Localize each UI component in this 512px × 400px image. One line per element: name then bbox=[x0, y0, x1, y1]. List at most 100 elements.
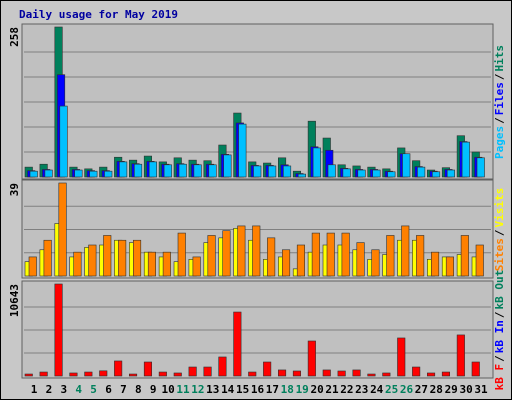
x-tick-label: 14 bbox=[221, 383, 235, 396]
legend-separator: / bbox=[493, 73, 506, 80]
y-tick-label: 10643 bbox=[8, 284, 21, 317]
bar bbox=[177, 232, 186, 277]
bar bbox=[281, 249, 291, 277]
bar bbox=[401, 225, 410, 277]
bar bbox=[233, 311, 242, 377]
x-tick-label: 3 bbox=[60, 383, 67, 396]
x-tick-label: 22 bbox=[340, 383, 353, 396]
legend-entry: Hits bbox=[493, 45, 506, 72]
bar bbox=[143, 361, 152, 377]
bar bbox=[430, 251, 440, 277]
x-tick-label: 9 bbox=[150, 383, 157, 396]
bar bbox=[416, 235, 425, 277]
x-tick-label: 28 bbox=[430, 383, 443, 396]
bar bbox=[73, 251, 82, 277]
bar bbox=[341, 232, 350, 277]
bar bbox=[342, 168, 351, 178]
x-tick-label: 12 bbox=[191, 383, 204, 396]
x-tick-label: 7 bbox=[120, 383, 127, 396]
x-tick-label: 30 bbox=[459, 383, 472, 396]
bar bbox=[104, 170, 113, 178]
bar bbox=[119, 161, 128, 178]
bar bbox=[327, 164, 336, 178]
bar bbox=[29, 170, 38, 178]
x-tick-label: 15 bbox=[236, 383, 249, 396]
bar bbox=[162, 251, 171, 277]
bar bbox=[188, 366, 197, 377]
bar bbox=[58, 182, 67, 277]
legend-separator: / bbox=[493, 229, 506, 236]
x-tick-label: 11 bbox=[176, 383, 190, 396]
bar bbox=[203, 366, 212, 377]
bar bbox=[238, 123, 247, 178]
bar bbox=[74, 169, 83, 178]
bar bbox=[356, 242, 365, 277]
legend-entry: Files bbox=[493, 82, 506, 115]
bar bbox=[253, 165, 262, 178]
bar bbox=[207, 235, 216, 277]
bar bbox=[263, 361, 272, 377]
bar bbox=[337, 370, 346, 377]
bar bbox=[99, 370, 108, 377]
x-tick-label: 8 bbox=[135, 383, 142, 396]
legend-entry: kB In bbox=[493, 320, 506, 353]
x-tick-label: 5 bbox=[90, 383, 97, 396]
bar bbox=[28, 256, 37, 277]
bar bbox=[89, 170, 98, 178]
bar bbox=[460, 235, 469, 277]
bar bbox=[352, 369, 361, 377]
x-tick-label: 20 bbox=[310, 383, 323, 396]
bar bbox=[357, 169, 366, 178]
x-tick-label: 10 bbox=[161, 383, 174, 396]
x-tick-label: 29 bbox=[445, 383, 458, 396]
legend-separator: / bbox=[493, 311, 506, 318]
x-tick-label: 18 bbox=[281, 383, 294, 396]
legend-entry: Visits bbox=[493, 188, 506, 228]
x-tick-label: 6 bbox=[105, 383, 112, 396]
bar bbox=[397, 337, 406, 377]
x-tick-label: 1 bbox=[31, 383, 38, 396]
bar bbox=[282, 165, 292, 178]
bar bbox=[445, 256, 455, 277]
bar bbox=[222, 230, 231, 277]
bar bbox=[118, 239, 127, 277]
bar bbox=[223, 154, 232, 178]
bar bbox=[88, 244, 97, 277]
bar bbox=[134, 163, 143, 178]
y-tick-label: 39 bbox=[8, 183, 21, 196]
bar bbox=[163, 164, 172, 178]
legend: Pages/Files/Hits bbox=[493, 45, 506, 159]
legend-entry: kB F bbox=[493, 364, 506, 391]
bar bbox=[382, 372, 391, 377]
bar bbox=[307, 340, 316, 377]
x-tick-label: 23 bbox=[355, 383, 368, 396]
bar bbox=[54, 283, 63, 377]
bar bbox=[158, 371, 167, 377]
bar bbox=[44, 169, 53, 178]
bar bbox=[248, 371, 257, 377]
bar bbox=[178, 163, 187, 178]
legend-separator: / bbox=[493, 117, 506, 124]
x-tick-label: 31 bbox=[474, 383, 488, 396]
bar bbox=[326, 232, 335, 277]
bar bbox=[387, 171, 396, 178]
bar bbox=[297, 173, 307, 178]
bar bbox=[43, 239, 52, 277]
bar bbox=[69, 372, 78, 377]
bar bbox=[476, 157, 485, 178]
bar bbox=[322, 369, 331, 377]
x-tick-label: 27 bbox=[415, 383, 428, 396]
x-tick-label: 17 bbox=[266, 383, 279, 396]
chart-title: Daily usage for May 2019 bbox=[19, 8, 178, 21]
bar bbox=[446, 169, 456, 178]
x-tick-label: 24 bbox=[370, 383, 384, 396]
legend-separator: / bbox=[493, 355, 506, 362]
x-tick-label: 25 bbox=[385, 383, 398, 396]
bar bbox=[312, 147, 321, 178]
legend-entry: Sites bbox=[493, 238, 506, 271]
bar bbox=[412, 366, 421, 377]
y-tick-label: 258 bbox=[8, 27, 21, 47]
bar bbox=[39, 371, 48, 377]
bar bbox=[252, 225, 261, 277]
